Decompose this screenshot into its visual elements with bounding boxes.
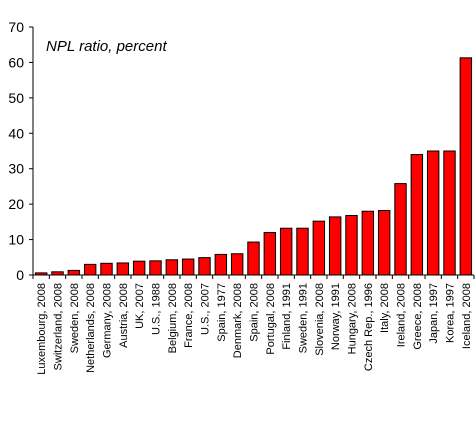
- x-tick-label: Austria, 2008: [118, 283, 130, 348]
- x-axis: Luxembourg, 2008 Switzerland, 2008 Sweden,…: [32, 274, 475, 375]
- y-tick-label: 50: [8, 90, 24, 106]
- y-tick-label: 30: [8, 161, 24, 177]
- bar: [345, 214, 358, 276]
- bar: [67, 269, 81, 276]
- bar: [394, 183, 407, 276]
- x-tick-label: Portugal, 2008: [265, 283, 277, 355]
- bar: [214, 253, 228, 276]
- x-tick-label: Belgium, 2008: [167, 283, 179, 353]
- bar: [263, 231, 277, 276]
- bar: [361, 210, 375, 276]
- x-tick-label: Sweden, 1991: [298, 283, 310, 353]
- y-tick-label: 40: [8, 125, 24, 141]
- bar: [328, 216, 342, 276]
- x-tick-label: France, 2008: [183, 283, 195, 348]
- x-tick-label: Ireland, 2008: [396, 283, 408, 347]
- x-tick-label: Norway, 1991: [330, 283, 342, 350]
- x-tick-label: Iceland, 2008: [461, 283, 473, 349]
- bar: [247, 241, 260, 276]
- x-tick-label: U.S., 2007: [200, 283, 212, 335]
- y-tick-label: 20: [8, 196, 24, 212]
- bar: [132, 260, 146, 276]
- bar: [296, 227, 309, 276]
- x-tick-label: Italy, 2008: [379, 283, 391, 333]
- bar: [426, 150, 440, 276]
- y-tick-label: 60: [8, 54, 24, 70]
- bar: [410, 154, 424, 276]
- chart-title: NPL ratio, percent: [46, 38, 167, 55]
- bar: [312, 220, 326, 276]
- bar: [198, 257, 211, 276]
- y-axis: 0 10 20 30 40 50 60 70: [8, 19, 34, 283]
- y-tick-label: 0: [16, 267, 24, 283]
- bar: [83, 263, 97, 276]
- x-tick-label: Luxembourg, 2008: [36, 283, 48, 375]
- bars: [34, 57, 473, 276]
- bar: [443, 150, 456, 276]
- y-tick-label: 70: [8, 19, 24, 35]
- bar: [230, 253, 244, 276]
- x-tick-label: Finland, 1991: [281, 283, 293, 350]
- bar: [181, 258, 195, 276]
- x-tick-label: UK, 2007: [134, 283, 146, 329]
- x-tick-label: Japan, 1997: [428, 283, 440, 344]
- x-tick-label: Spain, 1977: [216, 283, 228, 342]
- bar: [116, 262, 130, 276]
- bar: [100, 262, 113, 276]
- bar: [165, 259, 179, 276]
- x-tick-label: Spain, 2008: [249, 283, 261, 342]
- x-tick-label: Korea, 1997: [445, 283, 457, 343]
- x-tick-label: Switzerland, 2008: [53, 283, 65, 370]
- bar: [279, 227, 293, 276]
- x-tick-label: Slovenia, 2008: [314, 283, 326, 356]
- x-tick-label: U.S., 1988: [151, 283, 163, 335]
- bar: [377, 210, 391, 276]
- x-tick-label: Netherlands, 2008: [85, 283, 97, 373]
- y-tick-label: 10: [8, 232, 24, 248]
- x-tick-label: Germany, 2008: [102, 283, 114, 358]
- bar: [149, 260, 162, 276]
- x-tick-label: Czech Rep., 1996: [363, 283, 375, 371]
- x-tick-label: Sweden, 2008: [69, 283, 81, 353]
- x-tick-label: Hungary, 2008: [347, 283, 359, 354]
- x-tick-label: Greece, 2008: [412, 283, 424, 350]
- x-tick-label: Denmark, 2008: [232, 283, 244, 358]
- bar: [459, 57, 473, 276]
